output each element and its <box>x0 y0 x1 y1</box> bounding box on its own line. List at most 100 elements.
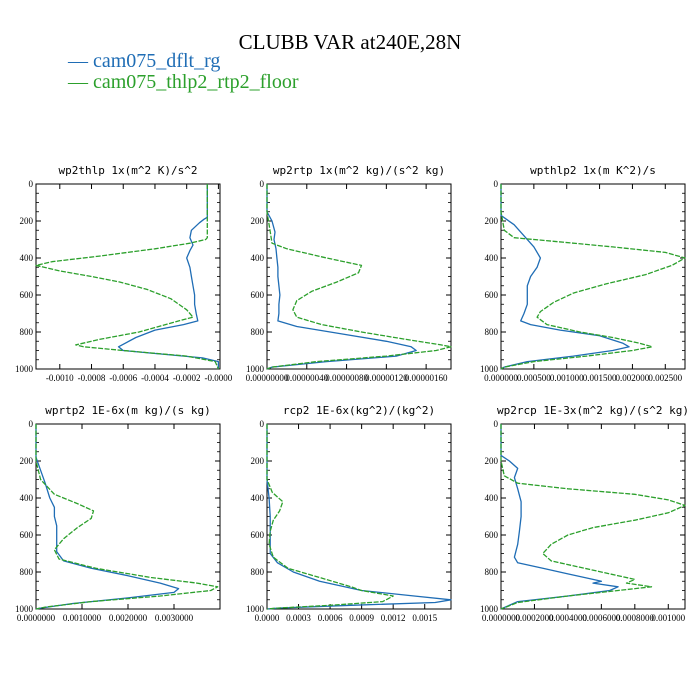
y-tick-label: 400 <box>20 253 34 263</box>
chart-title: rcp2 1E-6x(kg^2)/(kg^2) <box>283 404 435 417</box>
chart-panel-5: rcp2 1E-6x(kg^2)/(kg^2) 0 200 400 600 800 1000… <box>246 404 452 623</box>
y-tick-label: 1000 <box>246 604 265 614</box>
chart-title: wprtp2 1E-6x(m kg)/(s kg) <box>45 404 211 417</box>
y-tick-label: 0 <box>29 179 34 189</box>
chart-panel-4: wprtp2 1E-6x(m kg)/(s kg) 0 200 400 600 800 10… <box>15 404 221 623</box>
x-tick-label: 0.00000160 <box>405 373 448 383</box>
series-line-floor <box>266 184 452 370</box>
y-tick-label: 400 <box>251 253 265 263</box>
series-line-dflt <box>500 184 630 370</box>
chart-panel-2: wp2rtp 1x(m^2 kg)/(s^2 kg) 0 200 400 600 800 1… <box>246 164 452 383</box>
x-tick-label: -0.0008 <box>78 373 106 383</box>
y-tick-label: 200 <box>485 216 499 226</box>
x-tick-label: 0.0008000 <box>616 613 655 623</box>
x-tick-label: 0.00000120 <box>365 373 408 383</box>
series-line-floor <box>35 424 219 610</box>
y-tick-label: 600 <box>485 290 499 300</box>
y-tick-label: 0 <box>260 419 265 429</box>
y-tick-label: 200 <box>251 456 265 466</box>
y-tick-label: 200 <box>20 216 34 226</box>
y-tick-label: 1000 <box>246 364 265 374</box>
y-tick-label: 400 <box>485 493 499 503</box>
y-tick-label: 200 <box>485 456 499 466</box>
series-line-floor <box>35 184 219 370</box>
chart-panel-3: wpthlp2 1x(m K^2)/s020040060080010000.00… <box>480 164 686 383</box>
x-tick-label: 0.0002000 <box>515 613 554 623</box>
x-tick-label: 0.0015 <box>412 613 437 623</box>
y-tick-label: 800 <box>485 327 499 337</box>
y-tick-label: 800 <box>20 567 34 577</box>
y-tick-label: 1000 <box>15 364 34 374</box>
chart-panel-6: wp2rcp 1E-3x(m^2 kg)/(s^2 kg) 0 200 400 600 8… <box>480 404 689 623</box>
x-tick-label: 0.000000 <box>484 373 518 383</box>
y-tick-label: 800 <box>20 327 34 337</box>
x-tick-label: -0.0004 <box>141 373 169 383</box>
y-tick-label: 1000 <box>480 364 499 374</box>
x-tick-label: 0.0000000 <box>17 613 56 623</box>
x-tick-label: 0.0000000 <box>482 613 521 623</box>
x-tick-label: -0.0006 <box>109 373 137 383</box>
y-tick-label: 200 <box>251 216 265 226</box>
y-tick-label: 0 <box>260 179 265 189</box>
y-tick-label: 600 <box>20 530 34 540</box>
y-tick-label: 600 <box>485 530 499 540</box>
series-line-dflt <box>35 424 180 610</box>
x-tick-label: 0.0006000 <box>582 613 621 623</box>
x-tick-label: 0.001500 <box>583 373 617 383</box>
x-tick-label: 0.0004000 <box>549 613 588 623</box>
y-tick-label: 0 <box>494 179 499 189</box>
x-tick-label: -0.0000 <box>205 373 233 383</box>
chart-title: wp2thlp 1x(m^2 K)/s^2 <box>58 164 197 177</box>
y-tick-label: 400 <box>20 493 34 503</box>
plot-frame <box>500 423 686 610</box>
series-line-dflt <box>266 184 417 370</box>
x-tick-label: 0.001000 <box>651 613 685 623</box>
x-tick-label: 0.000500 <box>517 373 551 383</box>
chart-title: wp2rcp 1E-3x(m^2 kg)/(s^2 kg) <box>497 404 689 417</box>
chart-title: wpthlp2 1x(m K^2)/s <box>530 164 656 177</box>
series-line-floor <box>500 184 686 370</box>
y-tick-label: 800 <box>251 327 265 337</box>
x-tick-label: 0.0006 <box>318 613 343 623</box>
x-tick-label: 0.0012 <box>381 613 406 623</box>
series-line-dflt <box>266 424 452 610</box>
x-tick-label: 0.0003 <box>286 613 311 623</box>
y-tick-label: 800 <box>251 567 265 577</box>
x-tick-label: 0.0020000 <box>109 613 148 623</box>
x-tick-label: 0.0030000 <box>155 613 194 623</box>
plot-frame <box>500 183 686 370</box>
x-tick-label: 0.002000 <box>616 373 650 383</box>
x-tick-label: 0.00000000 <box>246 373 289 383</box>
x-tick-label: 0.001000 <box>550 373 584 383</box>
page-title: CLUBB VAR at240E,28N <box>238 30 462 54</box>
chart-title: wp2rtp 1x(m^2 kg)/(s^2 kg) <box>273 164 445 177</box>
series-line-dflt <box>500 424 619 610</box>
x-tick-label: 0.002500 <box>648 373 682 383</box>
series-line-floor <box>500 424 686 610</box>
plot-frame <box>266 423 452 610</box>
plot-frame <box>35 423 221 610</box>
y-tick-label: 0 <box>29 419 34 429</box>
y-tick-label: 600 <box>20 290 34 300</box>
y-tick-label: 0 <box>494 419 499 429</box>
x-tick-label: -0.0002 <box>173 373 201 383</box>
y-tick-label: 400 <box>485 253 499 263</box>
x-tick-label: 0.0009 <box>349 613 374 623</box>
chart-panel-1: wp2thlp 1x(m^2 K)/s^2 0 200 400 600 800 1000 -0… <box>15 164 233 383</box>
legend-item-dflt: — cam075_dflt_rg <box>68 50 221 72</box>
y-tick-label: 600 <box>251 290 265 300</box>
legend-item-floor: — cam075_thlp2_rtp2_floor <box>68 71 299 93</box>
x-tick-label: 0.0000 <box>255 613 280 623</box>
x-tick-label: 0.00000080 <box>325 373 368 383</box>
x-tick-label: -0.0010 <box>46 373 74 383</box>
y-tick-label: 400 <box>251 493 265 503</box>
y-tick-label: 1000 <box>480 604 499 614</box>
x-tick-label: 0.0010000 <box>63 613 102 623</box>
x-tick-label: 0.00000040 <box>285 373 328 383</box>
y-tick-label: 200 <box>20 456 34 466</box>
series-line-dflt <box>117 184 220 369</box>
y-tick-label: 1000 <box>15 604 34 614</box>
y-tick-label: 600 <box>251 530 265 540</box>
plot-frame <box>266 183 452 370</box>
